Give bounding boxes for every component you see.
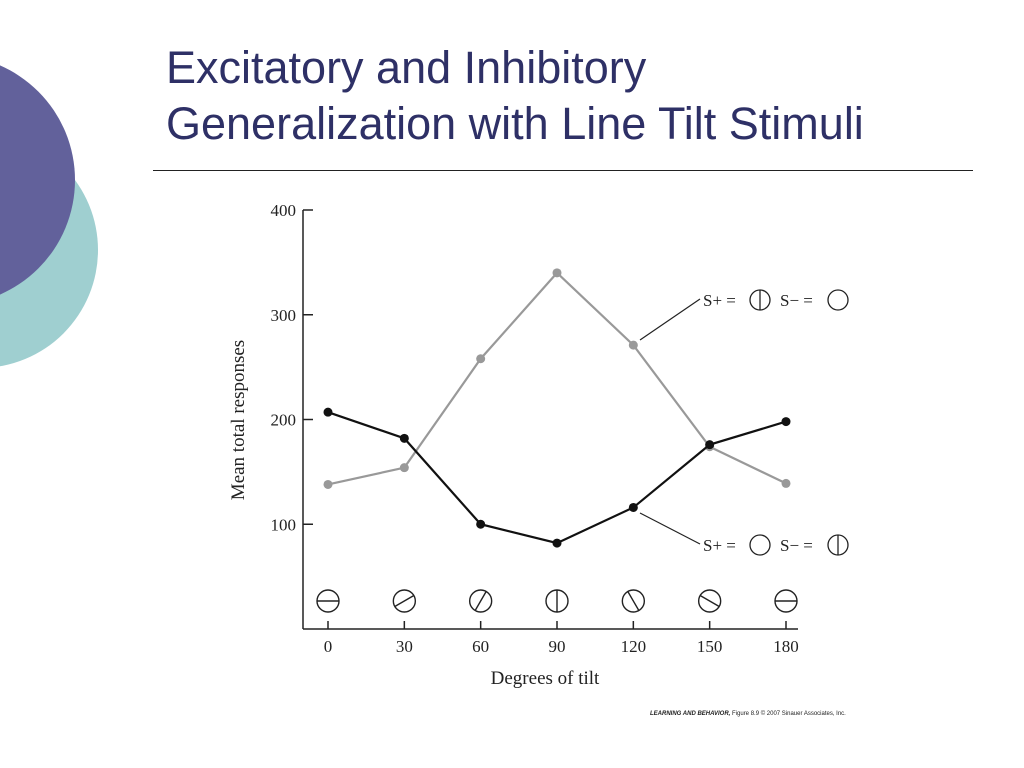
stimulus-icon-tilt-30-icon bbox=[392, 589, 417, 613]
stimulus-icons bbox=[316, 589, 798, 613]
legend-sminus-empty-circle-icon bbox=[827, 289, 849, 311]
stimulus-line-mark bbox=[627, 591, 640, 611]
stimulus-icon-tilt-60-icon bbox=[468, 589, 493, 613]
chart-legend: S+ = S− = S+ = S− = bbox=[639, 289, 849, 556]
data-point-s2-0 bbox=[323, 407, 333, 417]
decorative-circles bbox=[0, 65, 98, 367]
stimulus-icon-tilt-150-icon bbox=[697, 589, 722, 613]
dark-circle-shape bbox=[0, 65, 75, 295]
title-line-2: Generalization with Line Tilt Stimuli bbox=[166, 98, 864, 149]
data-point-s2-6 bbox=[781, 417, 791, 427]
data-point-s1-3 bbox=[552, 268, 562, 278]
x-tick-label: 150 bbox=[697, 637, 723, 656]
y-axis-label: Mean total responses bbox=[228, 340, 249, 500]
legend-leader-line bbox=[639, 298, 701, 341]
data-point-s2-4 bbox=[628, 502, 638, 512]
legend-leader-line bbox=[639, 512, 701, 545]
data-point-s2-1 bbox=[399, 433, 409, 443]
data-point-s2-5 bbox=[705, 440, 715, 450]
credit-rest: Figure 8.9 © 2007 Sinauer Associates, In… bbox=[732, 711, 846, 717]
x-tick-label: 180 bbox=[773, 637, 799, 656]
data-point-s2-2 bbox=[476, 519, 486, 529]
x-tick-label: 120 bbox=[621, 637, 647, 656]
data-point-s1-6 bbox=[781, 478, 791, 488]
y-tick-label: 400 bbox=[271, 201, 297, 220]
x-axis-label: Degrees of tilt bbox=[491, 668, 600, 689]
x-tick-label: 90 bbox=[549, 637, 566, 656]
legend-splus-label: S+ = bbox=[703, 291, 736, 310]
title-line-1: Excitatory and Inhibitory bbox=[166, 42, 647, 93]
title-divider bbox=[153, 170, 973, 171]
data-point-s1-1 bbox=[399, 463, 409, 473]
legend-sminus-label: S− = bbox=[780, 291, 813, 310]
stimulus-icon-tilt-120-icon bbox=[621, 589, 646, 613]
series-line-2 bbox=[327, 411, 787, 545]
y-tick-label: 300 bbox=[271, 306, 297, 325]
legend-sminus-label: S− = bbox=[780, 536, 813, 555]
x-tick-label: 30 bbox=[396, 637, 413, 656]
data-point-s1-0 bbox=[323, 479, 333, 489]
stimulus-line-mark bbox=[474, 591, 487, 611]
legend-splus-empty-circle-icon bbox=[749, 534, 771, 556]
chart-lines bbox=[323, 268, 791, 548]
legend-splus-label: S+ = bbox=[703, 536, 736, 555]
credit-book: LEARNING AND BEHAVIOR, bbox=[650, 711, 731, 717]
stimulus-line-mark bbox=[699, 594, 720, 608]
chart-axes: 100 200 300 400 0 30 60 90 120 150 180 bbox=[271, 201, 799, 656]
data-point-s2-3 bbox=[552, 538, 562, 548]
x-tick-label: 60 bbox=[472, 637, 489, 656]
y-tick-label: 100 bbox=[271, 515, 297, 534]
y-tick-label: 200 bbox=[271, 411, 297, 430]
slide-title: Excitatory and Inhibitory Generalization… bbox=[166, 40, 986, 152]
data-point-s1-2 bbox=[476, 354, 486, 364]
figure-credit: LEARNING AND BEHAVIOR, Figure 8.9 © 2007… bbox=[650, 711, 846, 717]
data-point-s1-4 bbox=[628, 340, 638, 350]
stimulus-line-mark bbox=[394, 594, 415, 608]
x-tick-label: 0 bbox=[324, 637, 333, 656]
